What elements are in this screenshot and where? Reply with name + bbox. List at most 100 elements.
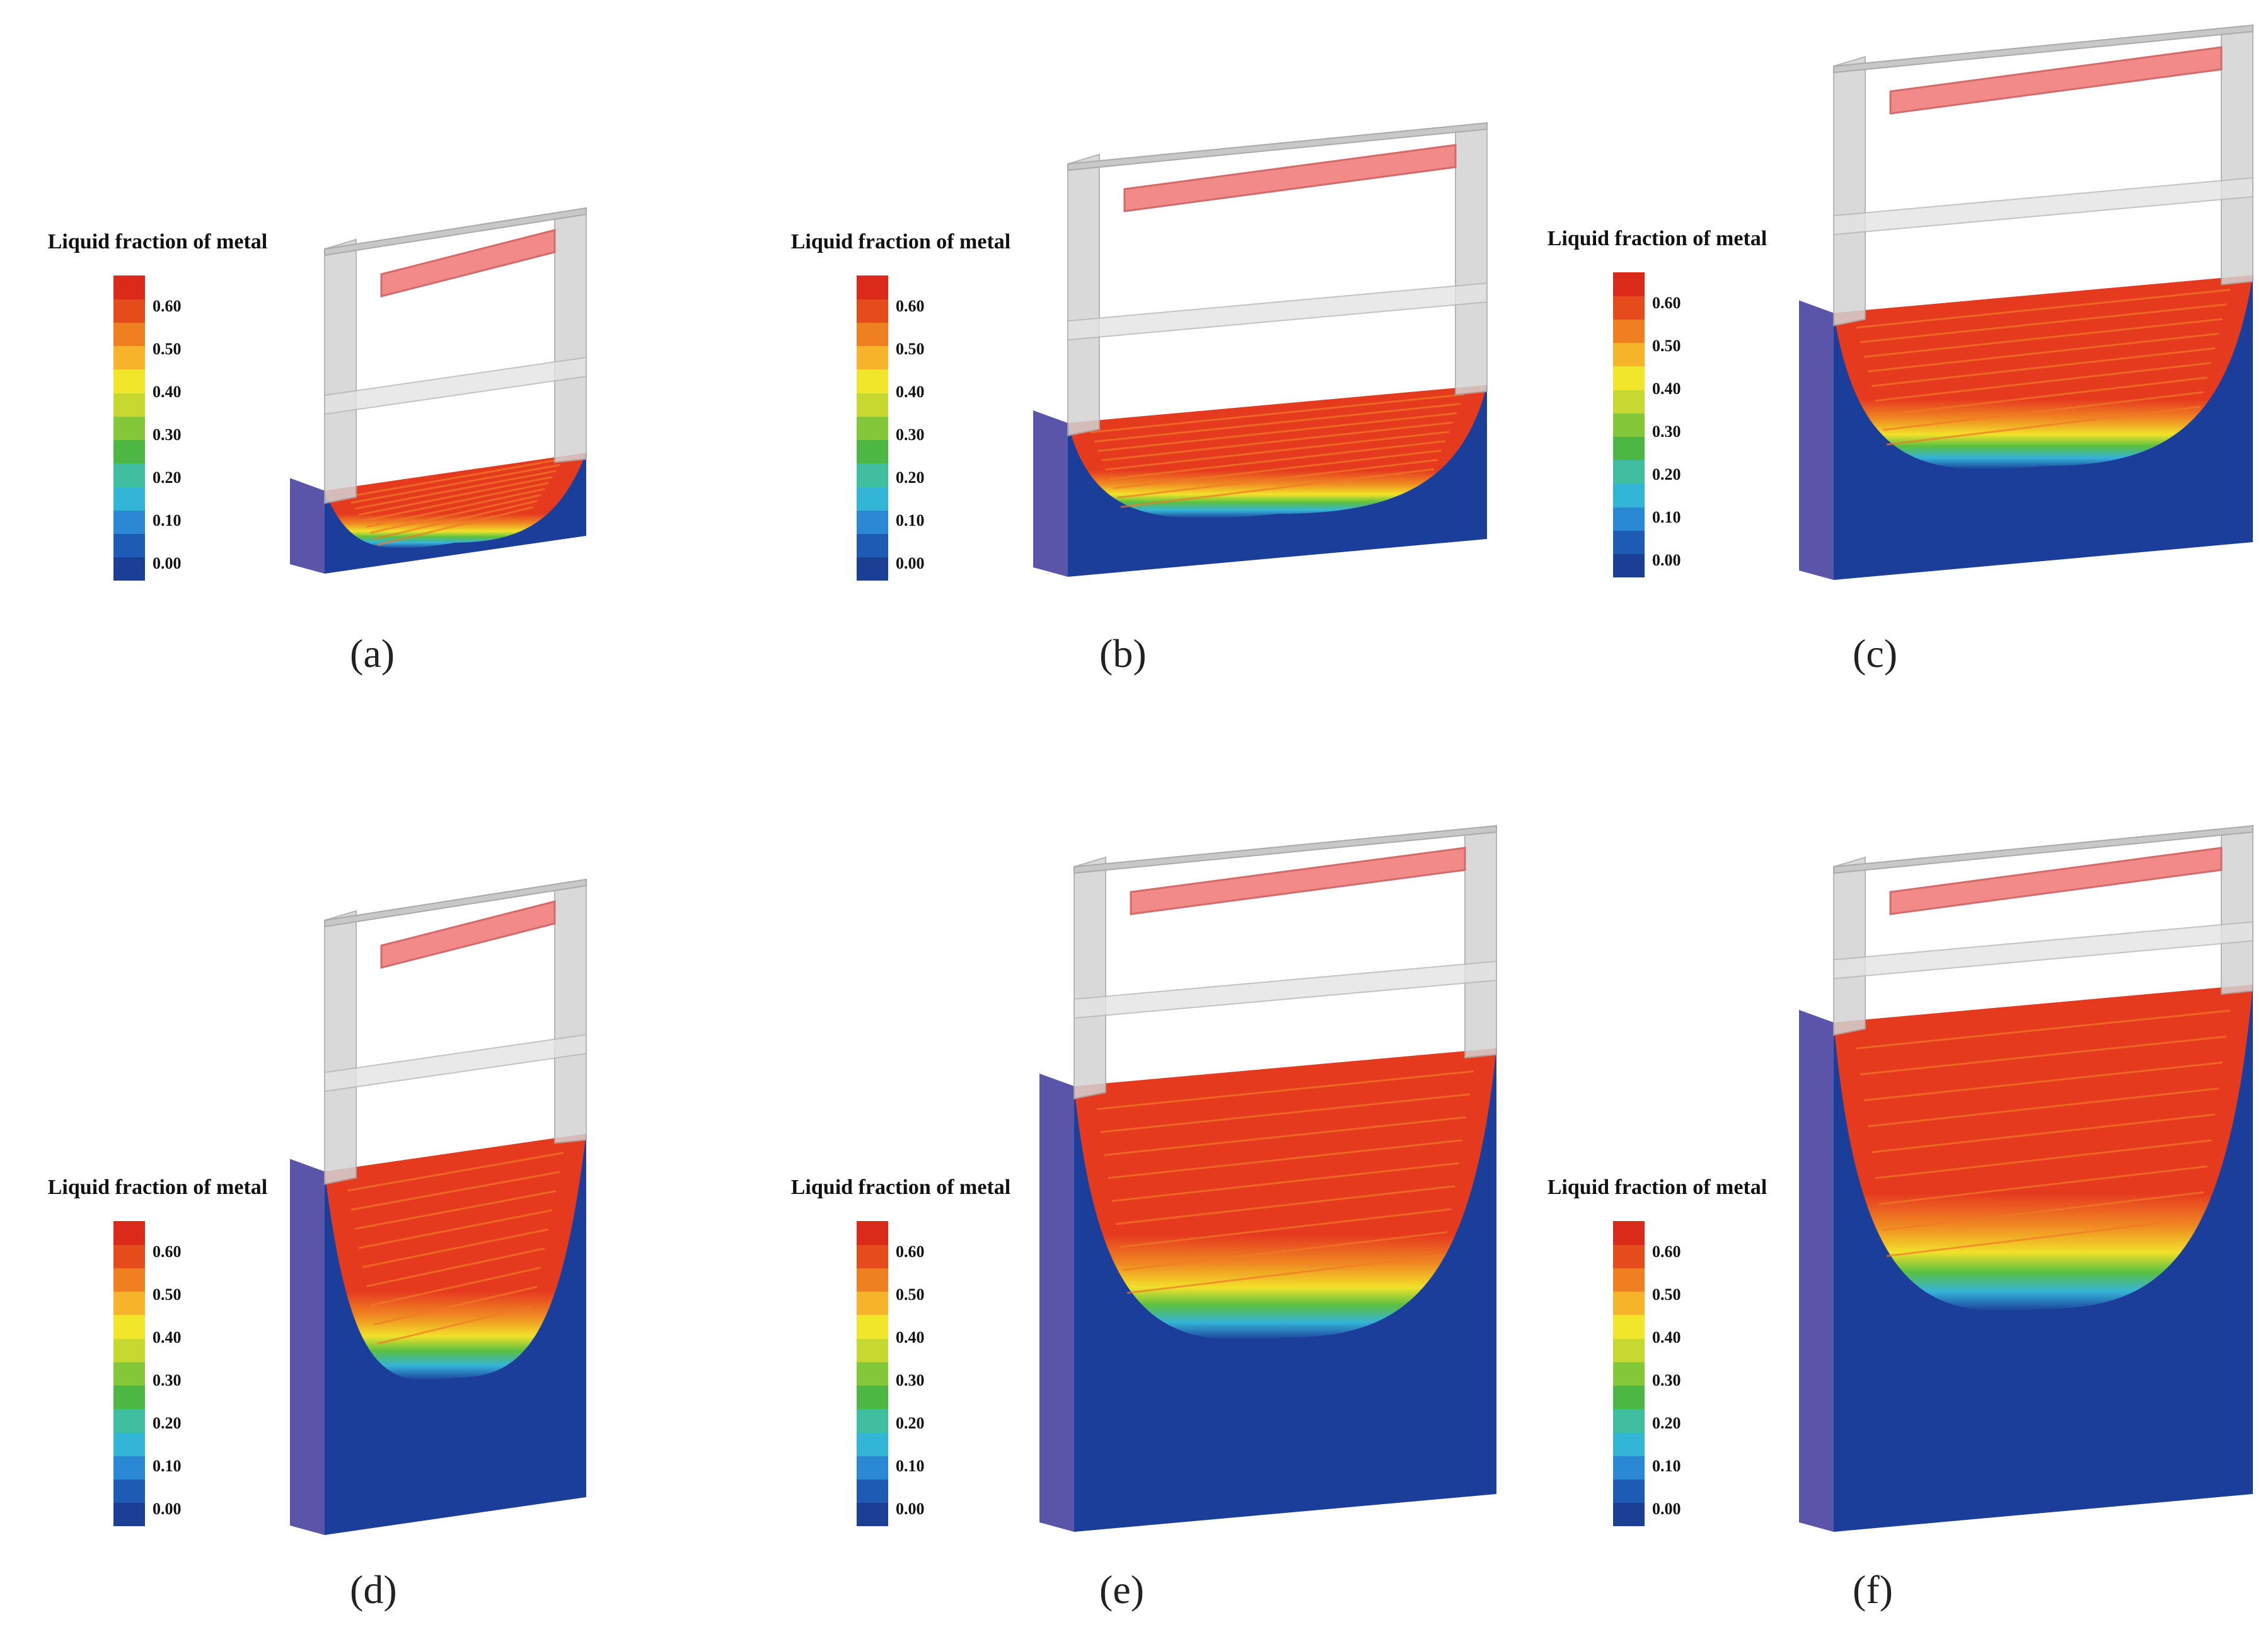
colorbar-swatch: [857, 1291, 888, 1316]
isotherm-line: [1115, 1185, 1455, 1225]
colorbar-swatch: [1613, 484, 1645, 507]
isotherm-line: [362, 1228, 549, 1268]
colorbar: [113, 275, 145, 581]
isotherm-line: [1094, 403, 1461, 443]
colorbar-tick-label: 0.40: [896, 383, 925, 401]
mold-crossbar: [324, 1034, 587, 1092]
mold-top-bar: [1833, 825, 2254, 874]
colorbar-swatch: [857, 533, 888, 558]
mold-top-bar: [1833, 24, 2254, 74]
colorbar-swatch: [113, 1456, 145, 1480]
colorbar-tick-label: 0.30: [896, 1371, 925, 1389]
mold-simulation-a: [290, 202, 593, 580]
isotherm-line: [366, 488, 545, 528]
colorbar-swatch: [1613, 366, 1645, 390]
isotherm-line: [1109, 440, 1446, 480]
colorbar-swatch: [113, 1291, 145, 1316]
mold-wall-left: [1067, 153, 1100, 437]
colorbar-swatch: [1613, 272, 1645, 296]
isotherm-line: [1863, 1062, 2223, 1102]
colorbar-swatch: [113, 487, 145, 511]
colorbar-swatch: [857, 1408, 888, 1433]
colorbar-swatch: [857, 487, 888, 511]
side-face: [1033, 410, 1068, 577]
colorbar-swatch: [857, 1432, 888, 1456]
panel-b: Liquid fraction of metal 0.60 0.50 0.40 0.3…: [756, 0, 1512, 820]
isotherm-line: [1108, 1139, 1463, 1179]
colorbar-swatch: [113, 1221, 145, 1245]
colorbar-swatch: [113, 369, 145, 393]
colorbar-swatch: [113, 1385, 145, 1410]
panel-label-f: (f): [1853, 1567, 1893, 1612]
heater-bar: [1130, 847, 1466, 915]
colorbar-swatch: [1613, 1408, 1645, 1433]
mold-wall-left: [324, 238, 357, 504]
colorbar: [1613, 272, 1645, 578]
colorbar-swatch: [857, 439, 888, 464]
isotherm-line: [1871, 1113, 2216, 1154]
mold-wall-right: [1464, 825, 1497, 1059]
mold-crossbar: [1833, 921, 2254, 980]
isotherm-line: [358, 1209, 553, 1249]
colorbar-swatch: [1613, 390, 1645, 414]
colorbar-swatch: [857, 1338, 888, 1362]
isotherm-line: [354, 470, 557, 510]
side-face: [1799, 300, 1834, 580]
colorbar-tick-label: 0.30: [1652, 1371, 1681, 1389]
colorbar-swatch: [113, 322, 145, 347]
colorbar-swatch: [857, 393, 888, 417]
mold-top-bar: [1067, 122, 1488, 171]
isotherm-line: [1119, 1208, 1452, 1248]
colorbar-swatch: [1613, 1244, 1645, 1268]
mold-wall-left: [1833, 55, 1866, 327]
panel-c: Liquid fraction of metal 0.60 0.50 0.40 0.3…: [1512, 0, 2268, 820]
isotherm-line: [1863, 318, 2223, 358]
colorbar-swatch: [113, 416, 145, 441]
isotherm-line: [1101, 421, 1454, 461]
mold-simulation-e: [1039, 820, 1503, 1538]
colorbar-tick-label: 0.20: [1652, 1414, 1681, 1432]
colorbar: [857, 1221, 888, 1527]
mold-crossbar: [1073, 960, 1497, 1019]
isotherm-line: [1882, 391, 2204, 431]
isotherm-line: [1867, 332, 2219, 373]
colorbar-swatch: [857, 369, 888, 393]
colorbar-tick-label: 0.40: [153, 383, 182, 401]
mold-simulation-b: [1033, 117, 1493, 583]
colorbar-tick-label: 0.30: [896, 426, 925, 444]
colorbar-tick-label: 0.50: [1652, 337, 1681, 355]
colorbar-tick-label: 0.40: [1652, 379, 1681, 398]
colorbar-swatch: [113, 1338, 145, 1362]
mold-crossbar: [324, 356, 587, 415]
isotherm-line: [1111, 1162, 1459, 1202]
isotherm-line: [377, 1305, 534, 1345]
colorbar-tick-label: 0.50: [153, 340, 182, 358]
melt-pool: [1068, 385, 1487, 519]
colorbar-swatch: [857, 1362, 888, 1386]
colorbar-tick-label: 0.00: [153, 1500, 182, 1518]
isotherm-line: [369, 1266, 541, 1307]
colorbar-swatch: [113, 439, 145, 464]
melt-pool: [325, 1133, 586, 1381]
mold-top-bar: [324, 207, 587, 257]
colorbar-swatch: [113, 275, 145, 299]
isotherm-line: [1856, 1009, 2231, 1050]
colorbar-legend-d: Liquid fraction of metal 0.60 0.50 0.40 0.3…: [13, 1176, 303, 1554]
colorbar-swatch: [1613, 530, 1645, 555]
panel-f: Liquid fraction of metal 0.60 0.50 0.40 0.3…: [1512, 820, 2268, 1639]
colorbar-swatch: [857, 1479, 888, 1503]
isotherm-line: [377, 506, 534, 546]
legend-title: Liquid fraction of metal: [47, 230, 268, 253]
colorbar-swatch: [1613, 1291, 1645, 1316]
colorbar-swatch: [1613, 1314, 1645, 1339]
mold-top-bar: [324, 878, 587, 928]
colorbar-tick-label: 0.40: [896, 1328, 925, 1347]
colorbar-tick-label: 0.00: [1652, 1500, 1681, 1518]
colorbar-swatch: [1613, 1385, 1645, 1410]
panel-d: Liquid fraction of metal 0.60 0.50 0.40 0.3…: [0, 820, 756, 1639]
colorbar-tick-label: 0.20: [1652, 465, 1681, 484]
isotherm-line: [1104, 1116, 1467, 1156]
colorbar-tick-label: 0.00: [1652, 551, 1681, 569]
colorbar-tick-label: 0.00: [896, 1500, 925, 1518]
isotherm-line: [347, 458, 564, 498]
